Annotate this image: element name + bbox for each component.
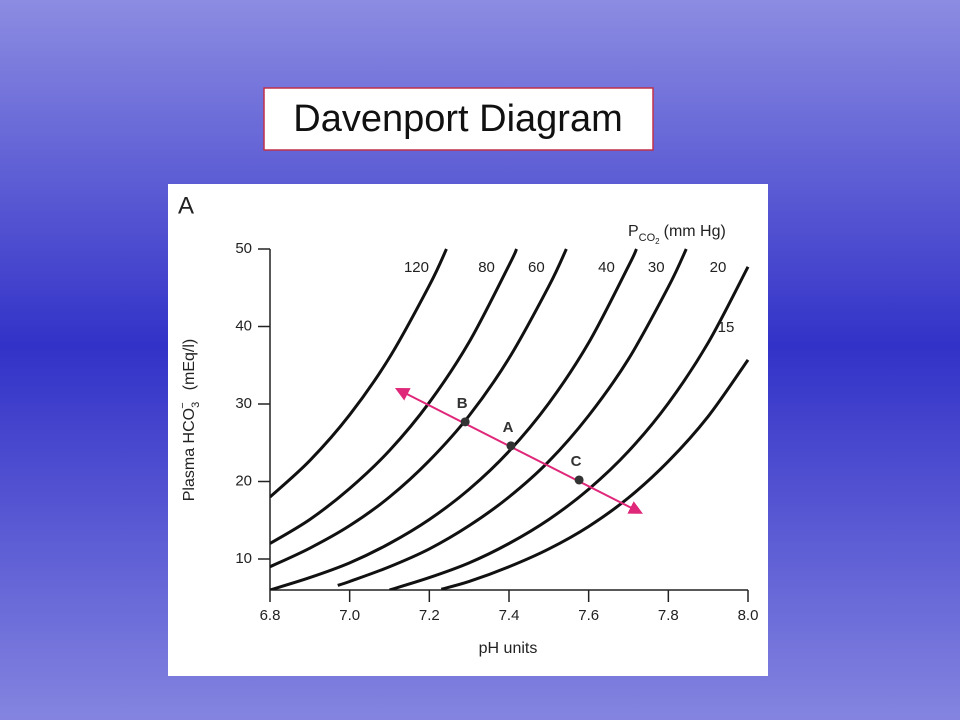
- x-tick-label: 8.0: [738, 607, 759, 624]
- isopleth-label: 60: [528, 259, 545, 276]
- point-label: A: [503, 419, 514, 436]
- title-box: [263, 87, 654, 151]
- x-tick-label: 7.6: [578, 607, 599, 624]
- x-axis-label: pH units: [479, 640, 538, 657]
- isopleth-label: 40: [598, 259, 615, 276]
- x-tick-label: 7.4: [499, 607, 520, 624]
- slide-title: Davenport Diagram: [293, 98, 622, 140]
- state-point: [506, 441, 516, 451]
- y-label-sub: 3: [190, 402, 202, 408]
- panel-label: A: [178, 192, 194, 219]
- isopleth: [270, 248, 448, 499]
- buffer-line: [394, 388, 643, 514]
- y-tick-label: 30: [235, 395, 252, 412]
- point-label: C: [571, 453, 582, 470]
- y-label-part: Plasma HCO: [181, 408, 198, 501]
- x-tick-label: 7.8: [658, 607, 679, 624]
- isopleth: [440, 358, 750, 590]
- y-tick-label: 50: [235, 240, 252, 257]
- state-point: [460, 417, 470, 427]
- legend-title-part: P: [628, 223, 639, 240]
- isopleth-label: 20: [710, 259, 727, 276]
- y-tick-label: 40: [235, 317, 252, 334]
- x-tick-label: 6.8: [260, 607, 281, 624]
- state-point: [574, 475, 584, 485]
- x-tick-label: 7.0: [339, 607, 360, 624]
- y-label-sup: −: [177, 402, 189, 408]
- legend-title: PCO2 (mm Hg): [628, 223, 726, 246]
- y-tick-label: 10: [235, 550, 252, 567]
- y-label-unit: (mEq/l): [181, 339, 198, 391]
- isopleth-label: 120: [404, 259, 429, 276]
- chart-panel: [168, 184, 768, 676]
- isopleth-label: 80: [478, 259, 495, 276]
- legend-title-sub2: 2: [655, 237, 660, 246]
- legend-title-sub: CO: [639, 232, 656, 244]
- legend-title-unit: (mm Hg): [664, 223, 726, 240]
- point-label: B: [457, 395, 468, 412]
- isopleth-label: 30: [648, 259, 665, 276]
- y-tick-label: 20: [235, 472, 252, 489]
- y-axis-label: Plasma HCO3− (mEq/l): [177, 339, 202, 501]
- isopleth-label: 15: [718, 319, 735, 336]
- x-tick-label: 7.2: [419, 607, 440, 624]
